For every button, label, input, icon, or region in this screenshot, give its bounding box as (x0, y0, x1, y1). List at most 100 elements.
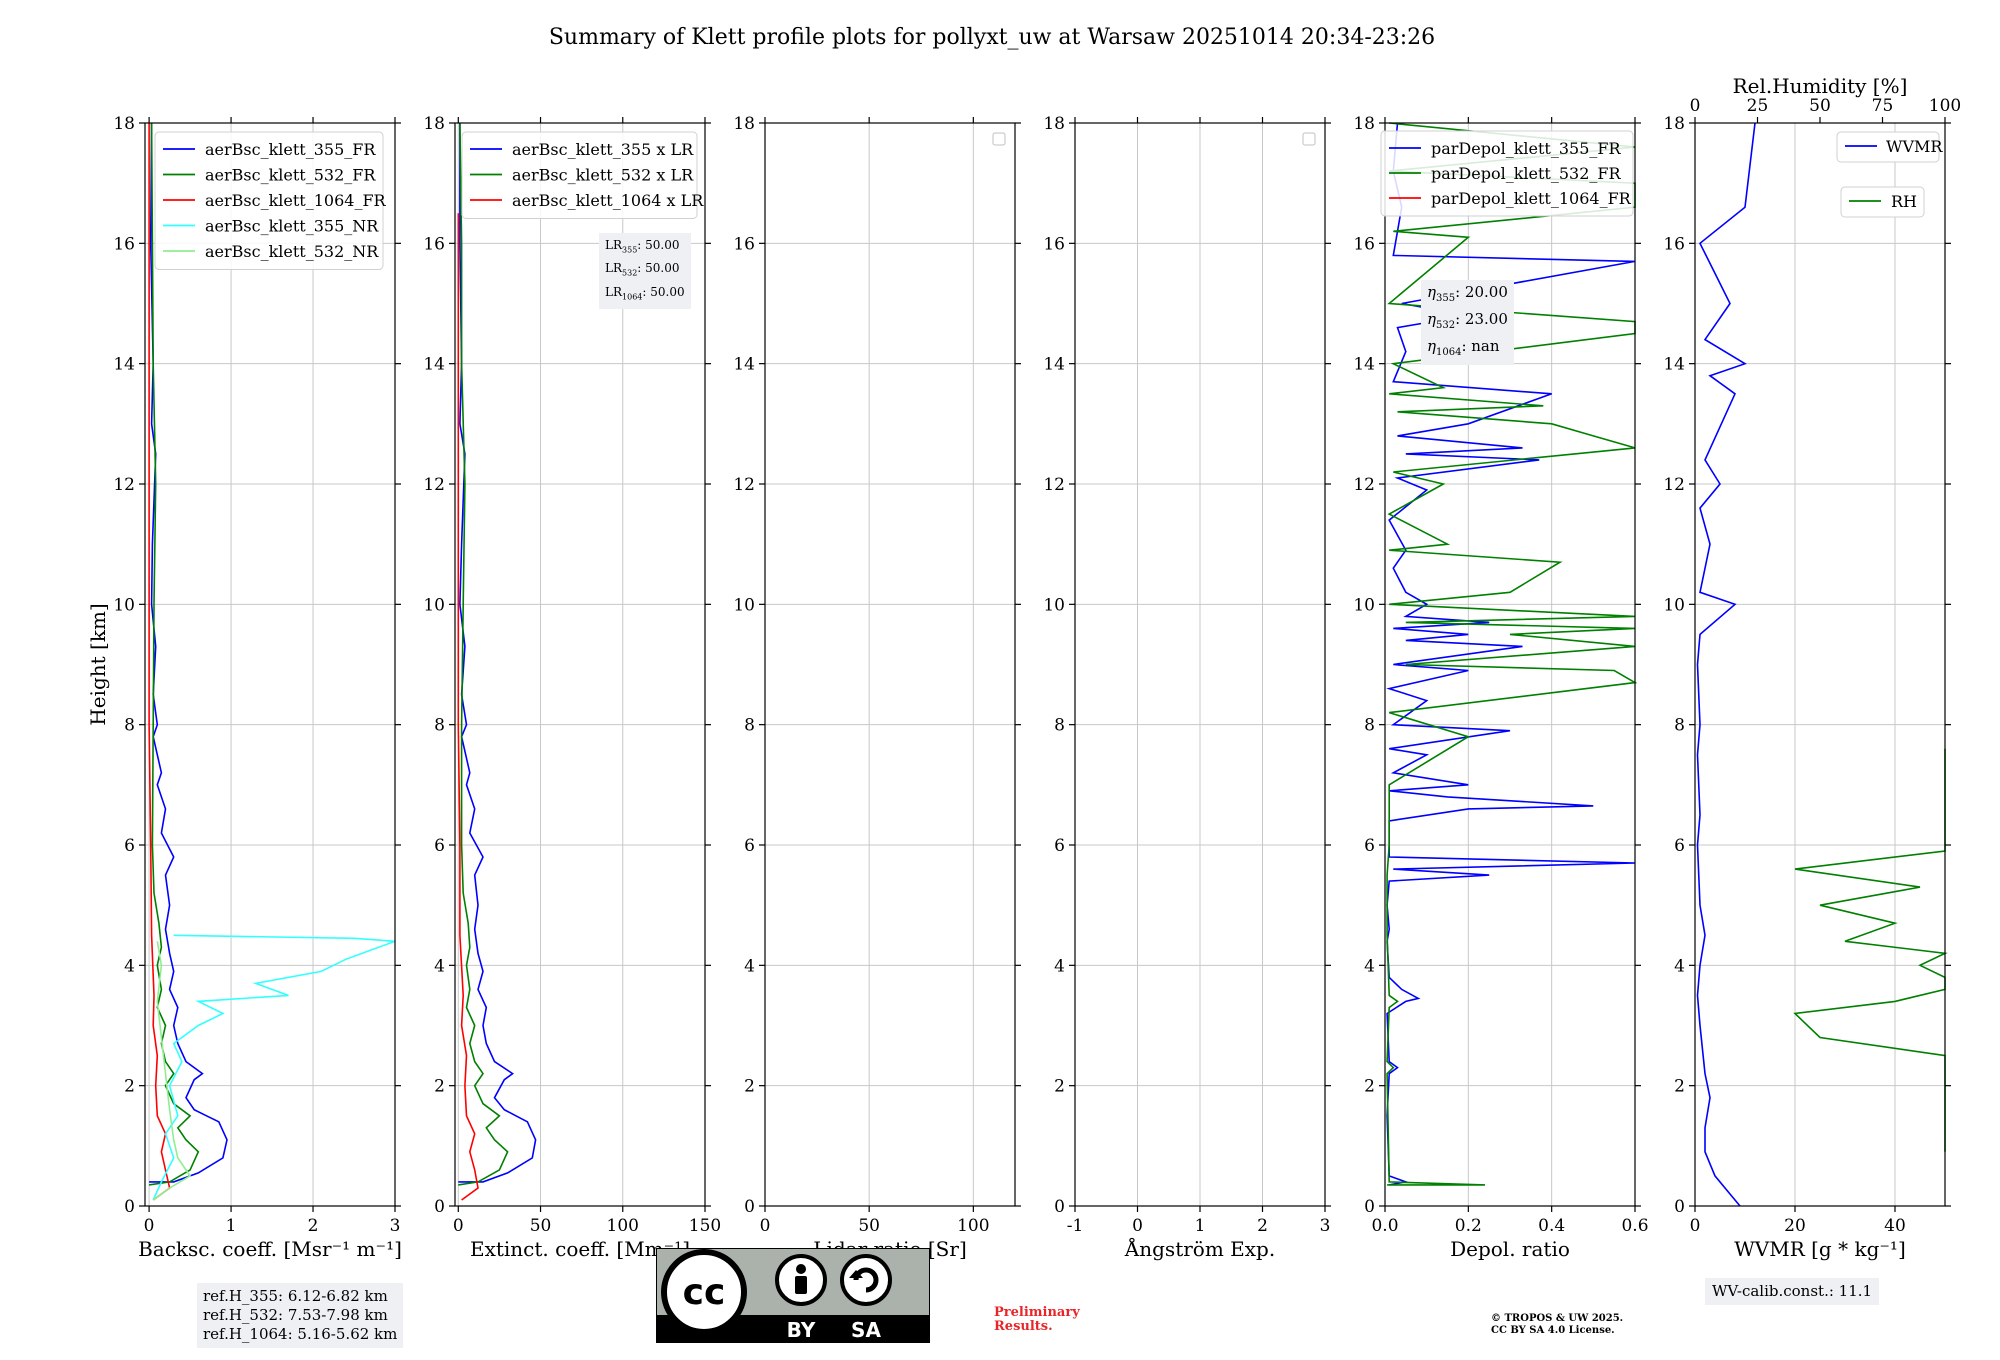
x-axis-label: Depol. ratio (1450, 1237, 1570, 1261)
cc-logo-icon (661, 1249, 747, 1335)
x-tick-label: 100 (957, 1216, 989, 1236)
cc-license-badge[interactable]: cc BY SA (656, 1248, 930, 1343)
series-line-aerBsc_klett_1064_FR (148, 123, 171, 1201)
legend-box (154, 131, 384, 270)
y-tick-label: 4 (1054, 956, 1065, 976)
y-tick-label: 12 (1663, 475, 1685, 495)
x-tick-label: 0.6 (1621, 1216, 1648, 1236)
legend-box (461, 131, 698, 219)
y-tick-label: 14 (733, 355, 755, 375)
x-tick-label: 0 (760, 1216, 771, 1236)
y-tick-label: 8 (744, 716, 755, 736)
x2-tick-label: 0 (1690, 96, 1701, 116)
y-tick-label: 14 (1663, 355, 1685, 375)
x-tick-label: 100 (607, 1216, 639, 1236)
legend-entry: aerBsc_klett_355 x LR (512, 140, 694, 159)
x-tick-label: 0.2 (1455, 1216, 1482, 1236)
y-tick-label: 10 (1043, 595, 1065, 615)
legend-entry: parDepol_klett_532_FR (1431, 164, 1622, 183)
y-tick-label: 2 (1674, 1077, 1685, 1097)
cc-logo-text: cc (683, 1272, 726, 1313)
series-line-aerBsc_klett_532 x LR (458, 122, 509, 1186)
y-tick-label: 10 (733, 595, 755, 615)
x-axis-label: Ångström Exp. (1124, 1236, 1275, 1261)
y-tick-label: 2 (124, 1077, 135, 1097)
ref-height-355: ref.H_355: 6.12-6.82 km (203, 1287, 388, 1305)
y-tick-label: 10 (113, 595, 135, 615)
eta-532-line: η532: 23.00 (1427, 310, 1508, 331)
x-tick-label: -1 (1067, 1216, 1084, 1236)
legend-entry: aerBsc_klett_532_FR (205, 166, 376, 185)
lidar-ratio-note: LR355: 50.00 LR532: 50.00 LR1064: 50.00 (599, 233, 691, 310)
y-tick-label: 14 (423, 355, 445, 375)
y-tick-label: 6 (124, 836, 135, 856)
x-tick-label: 0.0 (1371, 1216, 1398, 1236)
x-tick-label: 40 (1884, 1216, 1906, 1236)
y-tick-label: 4 (744, 956, 755, 976)
y-axis-label: Height [km] (86, 603, 110, 725)
legend-box-wvmr (1836, 131, 1940, 163)
y-tick-label: 6 (434, 836, 445, 856)
share-alike-icon (840, 1254, 892, 1306)
legend-entry: aerBsc_klett_1064_FR (205, 191, 387, 210)
panel-lidar_ratio: 024681012141618050100Lidar ratio [Sr] (733, 114, 1021, 1261)
y-tick-label: 18 (1663, 114, 1685, 134)
y-tick-label: 8 (434, 716, 445, 736)
legend-box (1380, 130, 1634, 217)
y-tick-label: 16 (423, 234, 445, 254)
series-line-parDepol_klett_355_FR (1386, 122, 1636, 1186)
preliminary-line-1: Preliminary (994, 1305, 1080, 1320)
legend-entry: aerBsc_klett_1064 x LR (512, 191, 704, 210)
legend-entry: WVMR (1886, 137, 1943, 156)
y-tick-label: 4 (124, 956, 135, 976)
by-label: BY (787, 1318, 816, 1342)
x-tick-label: 3 (390, 1216, 401, 1236)
y-tick-label: 0 (1054, 1197, 1065, 1217)
lr-355-line: LR355: 50.00 (605, 238, 680, 255)
legend-entry: RH (1891, 192, 1917, 211)
x2-tick-label: 25 (1747, 96, 1769, 116)
x-tick-label: 0 (453, 1216, 464, 1236)
y-tick-label: 16 (1043, 234, 1065, 254)
y-tick-label: 12 (733, 475, 755, 495)
axes-frame (1384, 122, 1636, 1207)
figure-title: Summary of Klett profile plots for polly… (549, 25, 1435, 50)
preliminary-line-2: Results. (994, 1319, 1053, 1334)
y-tick-label: 2 (1364, 1077, 1375, 1097)
series-line-WVMR (1696, 122, 1756, 1207)
reference-heights-note: ref.H_355: 6.12-6.82 km ref.H_532: 7.53-… (197, 1283, 404, 1348)
legend-entry: aerBsc_klett_355_NR (205, 217, 379, 236)
x2-tick-label: 100 (1929, 96, 1961, 116)
series-line-aerBsc_klett_1064 x LR (457, 213, 479, 1201)
x-tick-label: 50 (858, 1216, 880, 1236)
wv-calibration-value: WV-calib.const.: 11.1 (1712, 1282, 1873, 1300)
axes-frame (1694, 122, 1946, 1207)
legend-entry: aerBsc_klett_532_NR (205, 242, 379, 261)
y-tick-label: 2 (434, 1077, 445, 1097)
x-axis-label: Extinct. coeff. [Mm⁻¹] (470, 1237, 690, 1261)
ref-height-532: ref.H_532: 7.53-7.98 km (203, 1306, 388, 1324)
y-tick-label: 12 (423, 475, 445, 495)
eta-note: η355: 20.00 η532: 23.00 η1064: nan (1421, 280, 1514, 365)
y-tick-label: 12 (1353, 475, 1375, 495)
y-tick-label: 10 (423, 595, 445, 615)
lr-532-line: LR532: 50.00 (605, 261, 680, 278)
axes-frame (764, 122, 1016, 1207)
x-axis-label: WVMR [g * kg⁻¹] (1734, 1237, 1906, 1261)
legend-entry: parDepol_klett_355_FR (1431, 139, 1622, 158)
x-tick-label: 2 (308, 1216, 319, 1236)
series-line-aerBsc_klett_355 x LR (458, 123, 537, 1183)
y-tick-label: 14 (113, 355, 135, 375)
y-tick-label: 14 (1353, 355, 1375, 375)
x-tick-label: 150 (689, 1216, 721, 1236)
y-tick-label: 2 (744, 1077, 755, 1097)
copyright-line-1: © TROPOS & UW 2025. (1491, 1313, 1624, 1324)
legend-box-rh (1840, 186, 1925, 218)
x-tick-label: 0 (144, 1216, 155, 1236)
